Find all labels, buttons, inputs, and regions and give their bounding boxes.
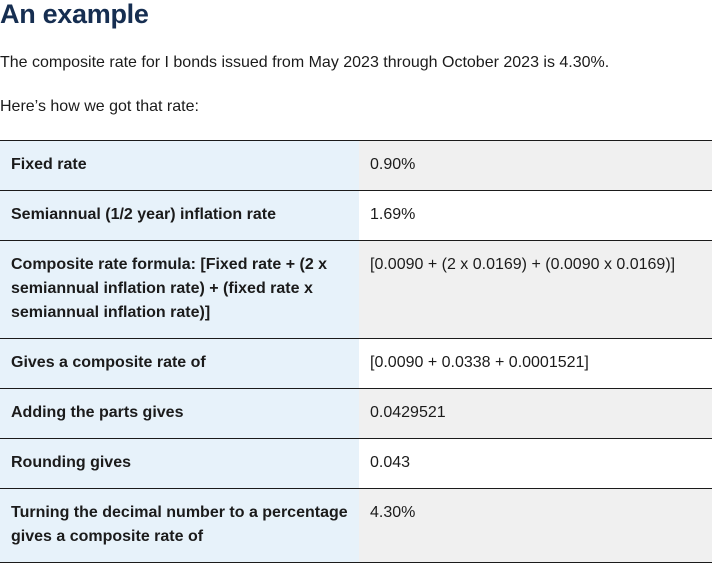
row-value: [0.0090 + 0.0338 + 0.0001521] <box>359 338 712 389</box>
row-label: Rounding gives <box>0 438 359 489</box>
table-row-inflation-rate: Semiannual (1/2 year) inflation rate 1.6… <box>0 190 712 241</box>
row-label: Gives a composite rate of <box>0 338 359 389</box>
page-heading: An example <box>0 0 149 29</box>
table-row-rounding: Rounding gives 0.043 <box>0 438 712 489</box>
row-value: 0.90% <box>359 140 712 191</box>
row-value: 0.0429521 <box>359 388 712 439</box>
lead-paragraph: Here’s how we got that rate: <box>0 98 199 115</box>
row-value: 0.043 <box>359 438 712 489</box>
row-value: 4.30% <box>359 488 712 563</box>
table-row-percentage: Turning the decimal number to a percenta… <box>0 488 712 563</box>
table-row-fixed-rate: Fixed rate 0.90% <box>0 140 712 191</box>
row-label: Composite rate formula: [Fixed rate + (2… <box>0 240 359 339</box>
composite-rate-table: Fixed rate 0.90% Semiannual (1/2 year) i… <box>0 140 712 563</box>
intro-paragraph: The composite rate for I bonds issued fr… <box>0 54 610 71</box>
row-value: [0.0090 + (2 x 0.0169) + (0.0090 x 0.016… <box>359 240 712 339</box>
row-label: Adding the parts gives <box>0 388 359 439</box>
row-label: Semiannual (1/2 year) inflation rate <box>0 190 359 241</box>
row-label: Turning the decimal number to a percenta… <box>0 488 359 563</box>
table-row-composite-parts: Gives a composite rate of [0.0090 + 0.03… <box>0 338 712 389</box>
table-row-composite-formula: Composite rate formula: [Fixed rate + (2… <box>0 240 712 339</box>
row-label: Fixed rate <box>0 140 359 191</box>
table-row-sum: Adding the parts gives 0.0429521 <box>0 388 712 439</box>
row-value: 1.69% <box>359 190 712 241</box>
